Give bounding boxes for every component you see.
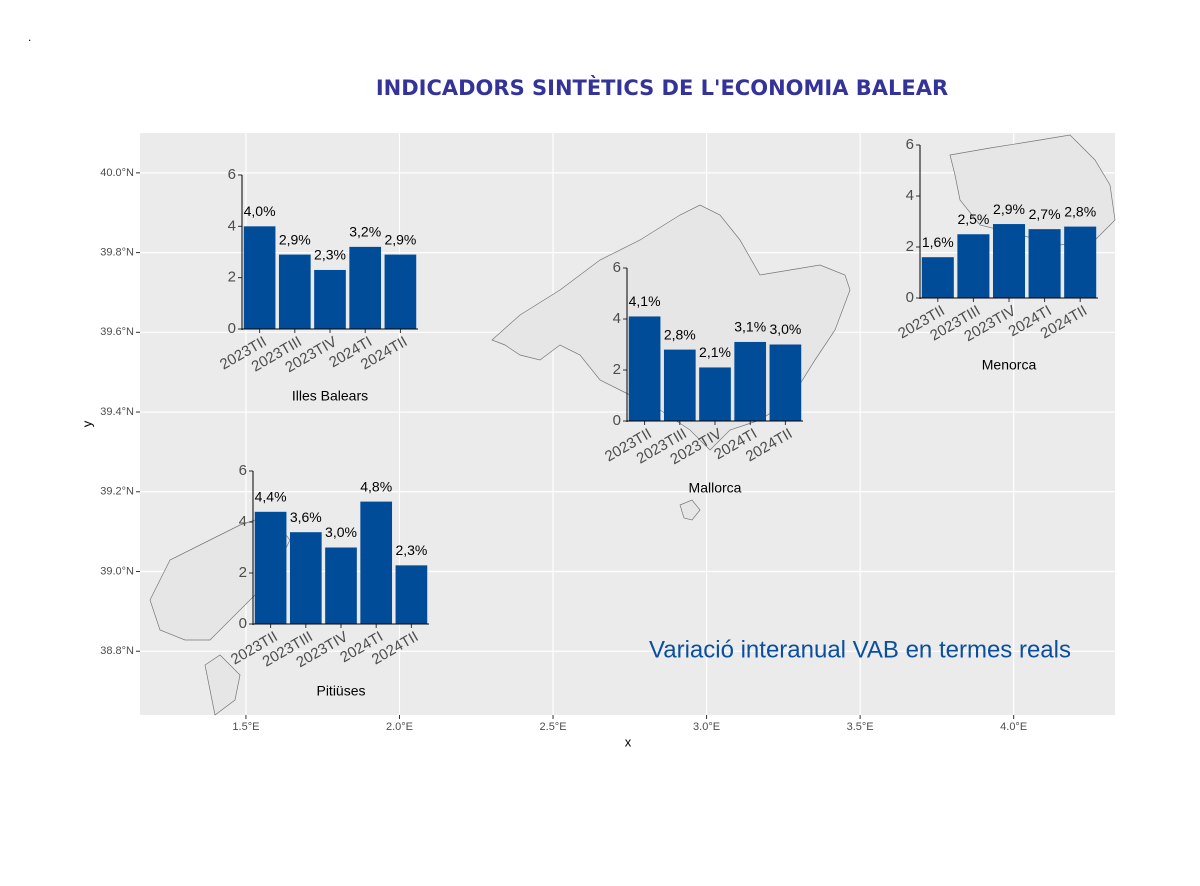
value-label: 2,1%: [699, 344, 731, 360]
value-label: 4,4%: [255, 489, 287, 505]
y-axis-label: y: [79, 420, 94, 427]
bar: [663, 349, 696, 421]
bar: [1028, 229, 1061, 298]
bar: [254, 511, 287, 624]
y-tick-label: 4: [906, 187, 914, 204]
y-tick-label: 0: [239, 615, 247, 632]
y-tick-label: 4: [613, 310, 621, 327]
value-label: 3,1%: [734, 319, 766, 335]
bar: [278, 254, 311, 329]
y-tick-label: 39.6°N: [100, 326, 134, 338]
y-tick-label: 2: [239, 564, 247, 581]
value-label: 2,3%: [314, 247, 346, 263]
island-cabrera: [679, 499, 701, 521]
value-label: 2,3%: [395, 542, 427, 558]
value-label: 2,8%: [664, 326, 696, 342]
value-label: 4,1%: [629, 293, 661, 309]
value-label: 3,0%: [325, 524, 357, 540]
x-tick-label: 3.0°E: [693, 721, 720, 733]
value-label: 2,9%: [384, 231, 416, 247]
value-label: 2,9%: [279, 231, 311, 247]
bar: [734, 341, 767, 421]
y-tick-label: 6: [613, 259, 621, 276]
bar: [384, 254, 417, 329]
bar: [349, 246, 382, 329]
bar: [243, 226, 276, 329]
x-axis-label: Menorca: [982, 357, 1037, 373]
y-tick-label: 39.0°N: [100, 565, 134, 577]
value-label: 3,6%: [290, 509, 322, 525]
value-label: 2,9%: [993, 201, 1025, 217]
y-tick-label: 40.0°N: [100, 167, 134, 179]
annotation: Variació interanual VAB en termes reals: [649, 636, 1071, 663]
y-tick-label: 0: [906, 289, 914, 306]
x-axis-label: Pitiüses: [316, 683, 365, 699]
bar: [699, 367, 731, 421]
island-formentera: [204, 654, 241, 716]
y-tick-label: 2: [228, 269, 236, 286]
y-tick-label: 0: [228, 320, 236, 337]
y-tick-label: 2: [906, 238, 914, 255]
corner-text: .: [28, 30, 31, 44]
value-label: 3,0%: [769, 321, 801, 337]
y-tick-label: 6: [906, 136, 914, 153]
y-tick-label: 39.4°N: [100, 406, 134, 418]
bar: [957, 234, 990, 298]
y-tick-label: 39.2°N: [100, 486, 134, 498]
y-tick-label: 0: [613, 412, 621, 429]
chart-title: INDICADORS SINTÈTICS DE L'ECONOMIA BALEA…: [376, 75, 948, 100]
value-label: 2,8%: [1064, 203, 1096, 219]
x-tick-label: 2.5°E: [540, 721, 567, 733]
y-tick-label: 6: [228, 166, 236, 183]
x-tick-label: 4.0°E: [1000, 721, 1027, 733]
bar: [289, 532, 322, 624]
value-label: 4,0%: [244, 203, 276, 219]
value-label: 4,8%: [360, 478, 392, 494]
bar: [360, 501, 393, 624]
x-tick-label: 2.0°E: [386, 721, 413, 733]
bar: [769, 344, 802, 421]
x-tick-label: 1.5°E: [232, 721, 259, 733]
x-tick-label: 3.5°E: [847, 721, 874, 733]
y-tick-label: 4: [239, 513, 247, 530]
bar: [395, 565, 428, 624]
y-tick-label: 2: [613, 361, 621, 378]
x-axis-label: Mallorca: [689, 480, 742, 496]
x-axis-label: Illes Balears: [292, 388, 368, 404]
x-axis-label: x: [625, 734, 632, 749]
bar: [314, 269, 346, 329]
y-tick-label: 39.8°N: [100, 246, 134, 258]
value-label: 3,2%: [349, 224, 381, 240]
value-label: 2,7%: [1029, 206, 1061, 222]
y-tick-label: 4: [228, 217, 236, 234]
bar: [921, 257, 954, 298]
island-menorca: [949, 134, 1116, 246]
value-label: 1,6%: [922, 234, 954, 250]
value-label: 2,5%: [957, 211, 989, 227]
y-tick-label: 38.8°N: [100, 645, 134, 657]
bar: [1064, 226, 1097, 298]
bar: [325, 547, 357, 624]
y-tick-label: 6: [239, 462, 247, 479]
bar: [628, 316, 661, 421]
bar: [992, 224, 1026, 298]
